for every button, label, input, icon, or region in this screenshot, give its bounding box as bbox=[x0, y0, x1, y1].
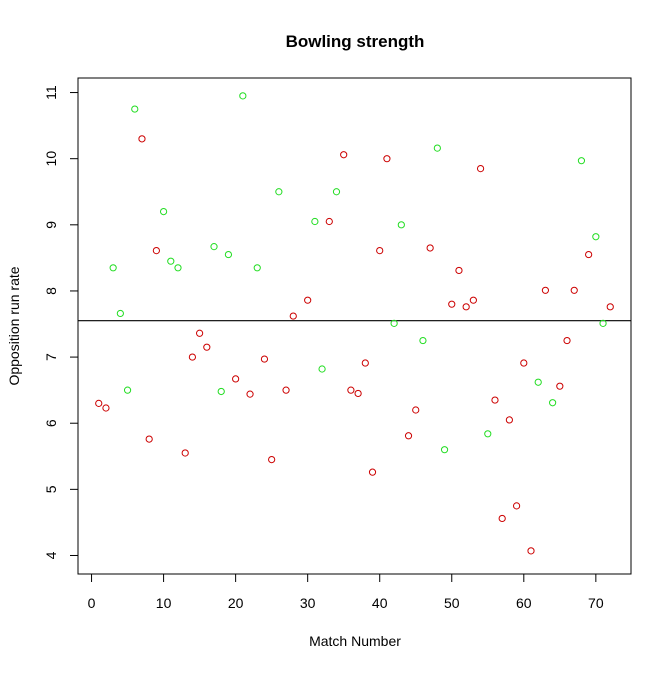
y-tick-label: 11 bbox=[43, 85, 59, 100]
data-point-red bbox=[232, 375, 240, 383]
x-axis-label: Match Number bbox=[309, 633, 401, 649]
x-tick-label: 20 bbox=[228, 595, 244, 611]
plot-frame bbox=[77, 77, 632, 575]
data-point-green bbox=[131, 105, 139, 113]
data-point-green bbox=[599, 319, 607, 327]
data-point-green bbox=[318, 365, 326, 373]
data-point-red bbox=[304, 296, 312, 304]
data-point-green bbox=[109, 264, 117, 272]
y-tick-label: 7 bbox=[43, 353, 59, 361]
data-point-red bbox=[325, 217, 333, 226]
data-point-red bbox=[188, 353, 197, 361]
x-tick-label: 60 bbox=[516, 595, 532, 611]
data-point-green bbox=[239, 92, 247, 100]
data-point-red bbox=[448, 300, 456, 308]
data-point-red bbox=[541, 286, 550, 294]
data-point-red bbox=[361, 359, 369, 367]
data-point-red bbox=[289, 312, 297, 320]
data-point-green bbox=[217, 387, 225, 396]
data-point-red bbox=[505, 416, 513, 424]
y-tick-label: 5 bbox=[43, 485, 59, 493]
data-point-red bbox=[455, 266, 463, 275]
data-point-red bbox=[570, 286, 578, 294]
data-point-red bbox=[347, 386, 355, 394]
data-point-green bbox=[577, 157, 586, 165]
data-point-red bbox=[152, 247, 160, 255]
data-point-red bbox=[196, 329, 204, 337]
data-point-red bbox=[469, 296, 477, 304]
data-point-red bbox=[181, 449, 189, 457]
data-point-green bbox=[275, 188, 283, 196]
y-tick-label: 4 bbox=[43, 551, 59, 559]
data-point-green bbox=[210, 243, 218, 251]
data-point-red bbox=[354, 389, 362, 398]
chart-title: Bowling strength bbox=[286, 32, 425, 51]
data-point-green bbox=[549, 399, 557, 407]
data-point-red bbox=[491, 396, 499, 404]
y-tick-label: 9 bbox=[43, 221, 59, 229]
data-point-green bbox=[159, 207, 168, 216]
data-point-green bbox=[433, 144, 441, 152]
data-point-red bbox=[606, 303, 614, 311]
data-point-red bbox=[563, 336, 571, 345]
data-point-green bbox=[534, 378, 542, 386]
data-point-red bbox=[498, 514, 506, 523]
axis-layer: 0 10 20 30 40 50 60 70 4 5 6 7 8 9 10 11 bbox=[43, 85, 604, 611]
x-tick-label: 10 bbox=[156, 595, 172, 611]
x-tick-label: 50 bbox=[444, 595, 460, 611]
data-point-green bbox=[332, 188, 341, 196]
data-point-red bbox=[383, 155, 391, 163]
x-tick-label: 40 bbox=[372, 595, 388, 611]
data-point-red bbox=[368, 468, 377, 476]
y-axis-label: Opposition run rate bbox=[6, 266, 22, 385]
data-point-red bbox=[512, 502, 521, 510]
y-tick-label: 6 bbox=[43, 419, 59, 427]
data-point-red bbox=[527, 547, 535, 555]
data-point-red bbox=[412, 406, 420, 414]
data-point-green bbox=[253, 264, 261, 272]
y-tick-label: 8 bbox=[43, 287, 59, 295]
data-point-red bbox=[282, 386, 290, 394]
data-point-green bbox=[440, 446, 449, 454]
data-point-red bbox=[376, 247, 384, 255]
data-point-green bbox=[311, 217, 319, 226]
data-point-green bbox=[484, 430, 492, 438]
data-point-green bbox=[224, 250, 233, 259]
x-tick-label: 70 bbox=[588, 595, 604, 611]
data-point-red bbox=[462, 303, 470, 311]
data-point-red bbox=[426, 244, 434, 252]
data-point-red bbox=[268, 455, 276, 464]
data-point-green bbox=[174, 264, 182, 272]
points-layer bbox=[95, 92, 614, 555]
data-point-red bbox=[138, 135, 146, 143]
data-point-green bbox=[116, 309, 124, 318]
data-point-green bbox=[123, 386, 132, 394]
data-point-green bbox=[167, 257, 175, 265]
x-tick-label: 30 bbox=[300, 595, 316, 611]
y-tick-label: 10 bbox=[43, 151, 59, 167]
data-point-red bbox=[476, 165, 485, 173]
data-point-red bbox=[556, 382, 564, 390]
data-point-green bbox=[397, 221, 405, 229]
data-point-red bbox=[260, 355, 269, 363]
data-point-red bbox=[102, 404, 110, 412]
data-point-red bbox=[520, 359, 528, 367]
data-point-red bbox=[246, 390, 254, 398]
x-tick-label: 0 bbox=[88, 595, 96, 611]
data-point-red bbox=[340, 151, 348, 159]
data-point-green bbox=[592, 233, 600, 241]
data-point-red bbox=[95, 399, 103, 407]
data-point-red bbox=[404, 432, 413, 440]
data-point-green bbox=[390, 319, 398, 327]
data-point-red bbox=[585, 250, 593, 259]
data-point-red bbox=[203, 343, 211, 351]
data-point-red bbox=[145, 435, 153, 443]
data-point-green bbox=[419, 336, 427, 345]
